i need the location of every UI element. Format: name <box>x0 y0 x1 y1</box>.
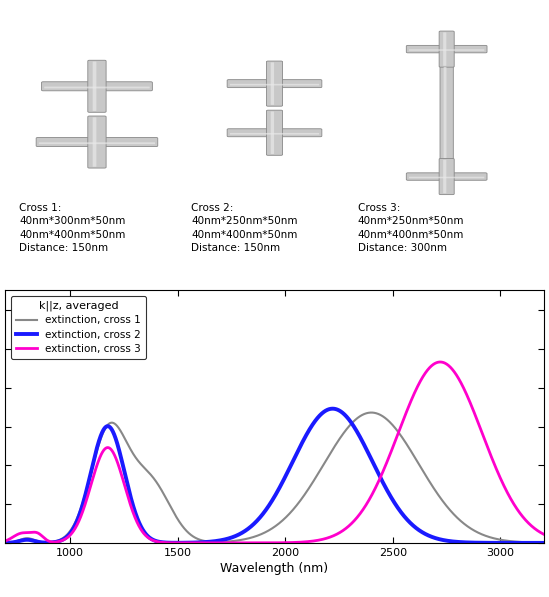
FancyBboxPatch shape <box>266 61 283 106</box>
FancyBboxPatch shape <box>271 62 274 105</box>
extinction, cross 2 <box>481 539 488 546</box>
extinction, cross 3 <box>65 534 71 541</box>
FancyBboxPatch shape <box>230 133 319 134</box>
extinction, cross 1 <box>65 530 71 537</box>
extinction, cross 3 <box>200 539 206 546</box>
FancyBboxPatch shape <box>39 142 155 144</box>
extinction, cross 2 <box>97 432 104 439</box>
FancyBboxPatch shape <box>42 82 153 91</box>
extinction, cross 1 <box>481 532 488 539</box>
FancyBboxPatch shape <box>227 129 322 137</box>
extinction, cross 1 <box>2 539 9 546</box>
FancyBboxPatch shape <box>440 66 453 160</box>
extinction, cross 3 <box>97 452 104 459</box>
FancyBboxPatch shape <box>409 177 484 179</box>
Line: extinction, cross 2: extinction, cross 2 <box>5 409 549 543</box>
extinction, cross 2 <box>2 539 9 546</box>
extinction, cross 3 <box>541 531 547 538</box>
extinction, cross 3 <box>2 537 9 544</box>
extinction, cross 3 <box>213 539 220 546</box>
FancyBboxPatch shape <box>227 79 322 88</box>
extinction, cross 2 <box>237 531 243 538</box>
FancyBboxPatch shape <box>230 84 319 85</box>
FancyBboxPatch shape <box>88 116 106 168</box>
extinction, cross 2 <box>329 405 336 413</box>
FancyBboxPatch shape <box>444 67 446 159</box>
FancyBboxPatch shape <box>409 50 484 51</box>
FancyBboxPatch shape <box>271 112 274 154</box>
extinction, cross 2 <box>212 537 219 544</box>
FancyBboxPatch shape <box>266 110 283 155</box>
Text: Cross 3:
40nm*250nm*50nm
40nm*400nm*50nm
Distance: 300nm: Cross 3: 40nm*250nm*50nm 40nm*400nm*50nm… <box>358 203 464 253</box>
extinction, cross 3 <box>237 539 243 546</box>
Line: extinction, cross 3: extinction, cross 3 <box>5 362 549 543</box>
FancyBboxPatch shape <box>439 158 454 195</box>
Text: Cross 1:
40nm*300nm*50nm
40nm*400nm*50nm
Distance: 150nm: Cross 1: 40nm*300nm*50nm 40nm*400nm*50nm… <box>19 203 125 253</box>
Text: Cross 2:
40nm*250nm*50nm
40nm*400nm*50nm
Distance: 150nm: Cross 2: 40nm*250nm*50nm 40nm*400nm*50nm… <box>191 203 298 253</box>
Legend: extinction, cross 1, extinction, cross 2, extinction, cross 3: extinction, cross 1, extinction, cross 2… <box>10 296 146 359</box>
FancyBboxPatch shape <box>36 137 158 146</box>
extinction, cross 1 <box>368 409 374 416</box>
FancyBboxPatch shape <box>406 173 487 180</box>
X-axis label: Wavelength (nm): Wavelength (nm) <box>221 562 328 576</box>
FancyBboxPatch shape <box>44 87 150 88</box>
extinction, cross 1 <box>212 538 219 546</box>
FancyBboxPatch shape <box>93 61 97 111</box>
extinction, cross 1 <box>97 435 104 442</box>
extinction, cross 2 <box>65 532 71 539</box>
FancyBboxPatch shape <box>439 31 454 67</box>
extinction, cross 1 <box>237 537 243 544</box>
FancyBboxPatch shape <box>88 60 106 112</box>
extinction, cross 1 <box>540 539 547 546</box>
FancyBboxPatch shape <box>443 160 446 193</box>
extinction, cross 3 <box>437 358 444 365</box>
FancyBboxPatch shape <box>406 45 487 53</box>
FancyBboxPatch shape <box>443 32 446 66</box>
extinction, cross 3 <box>481 436 488 444</box>
Line: extinction, cross 1: extinction, cross 1 <box>5 413 549 543</box>
FancyBboxPatch shape <box>93 118 97 167</box>
extinction, cross 2 <box>540 539 547 546</box>
